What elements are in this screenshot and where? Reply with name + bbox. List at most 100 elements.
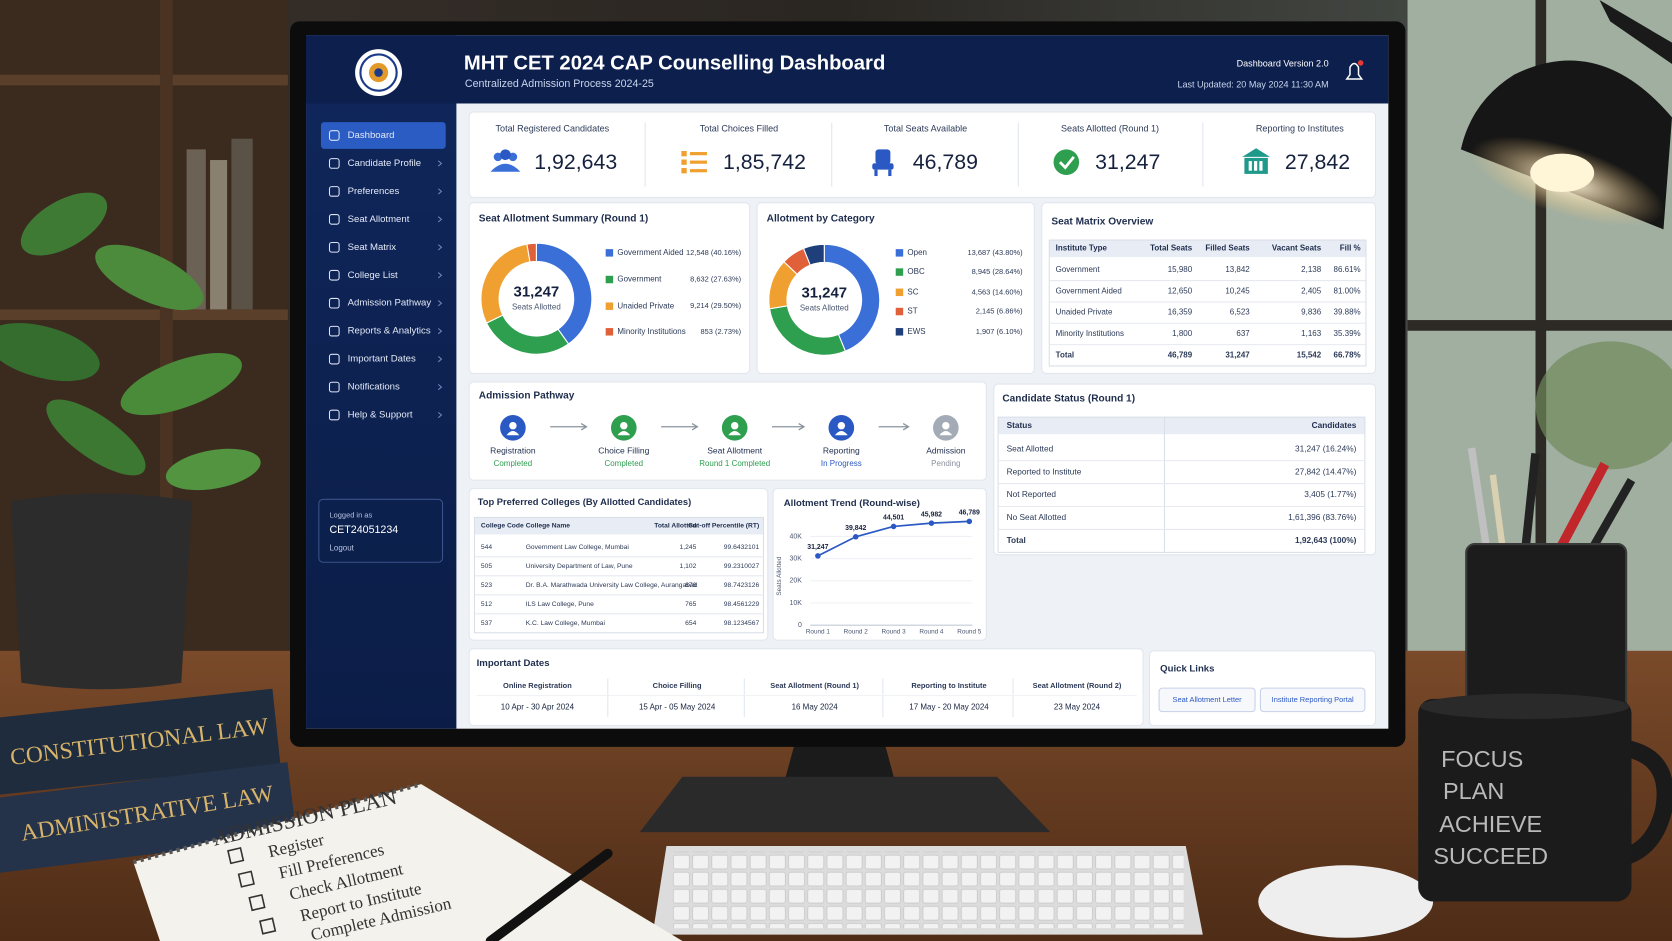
y-tick-label: 40K	[790, 533, 803, 540]
mug-text: SUCCEED	[1433, 843, 1548, 869]
step-label: Reporting	[823, 446, 860, 456]
menu-icon	[328, 269, 340, 281]
step-icon-glyph	[728, 431, 742, 436]
logo-ring	[359, 53, 398, 92]
icon-part	[1242, 148, 1270, 157]
notification-bell[interactable]	[1345, 60, 1364, 80]
value-label: 4,563 (14.60%)	[972, 287, 1023, 296]
table-cell: 13,842	[1225, 265, 1250, 274]
step-icon-glyph	[617, 431, 631, 436]
icon-part	[1259, 161, 1263, 171]
table-cell: 86.61%	[1334, 265, 1361, 274]
link-button	[1158, 687, 1256, 713]
x-tick-label: Round 3	[882, 628, 907, 635]
table-cell: No Seat Allotted	[1007, 512, 1067, 522]
x-tick-label: Round 4	[919, 628, 944, 635]
legend-label: Minority Institutions	[617, 327, 685, 336]
panel	[772, 488, 987, 641]
menu-label: Seat Matrix	[348, 242, 397, 253]
kpi-value: 31,247	[1095, 150, 1160, 174]
menu-icon	[328, 241, 340, 253]
dashboard-screen: MHT CET 2024 CAP Counselling Dashboard Ce…	[306, 35, 1389, 729]
table-cell: Reported to Institute	[1007, 466, 1082, 476]
step-arrow	[661, 423, 699, 431]
value-label: 13,687 (43.80%)	[968, 248, 1024, 257]
table-cell: 46,789	[1168, 350, 1193, 359]
value-label: 2,145 (6.86%)	[976, 307, 1023, 316]
quick-link[interactable]: Institute Reporting Portal	[1259, 687, 1366, 713]
menu-item[interactable]: Admission Pathway	[328, 297, 443, 309]
panel	[468, 648, 1144, 727]
legend-label: Government	[617, 275, 662, 284]
data-label: 39,842	[845, 525, 866, 532]
menu-item[interactable]: Notifications	[328, 382, 443, 393]
notebook: ADMISSION PLAN Register Fill Preferences…	[132, 782, 683, 941]
step-label: Seat Allotment	[707, 446, 763, 456]
menu-icon	[328, 353, 340, 365]
date-value: 23 May 2024	[1054, 702, 1101, 711]
chart-title: Seat Allotment Summary (Round 1)	[479, 213, 648, 224]
checkboxes	[227, 847, 277, 935]
table-cell: 1,245	[680, 544, 697, 551]
y-tick-label: 0	[798, 622, 802, 629]
date-label: Choice Filling	[653, 681, 702, 690]
panel-title: Top Preferred Colleges (By Allotted Cand…	[478, 497, 692, 507]
legend-swatch	[895, 288, 904, 297]
legend-label: OBC	[907, 267, 925, 276]
step-icon-glyph	[506, 431, 520, 436]
table-cell: 3,405 (1.77%)	[1304, 489, 1356, 499]
menu-item[interactable]: Reports & Analytics	[328, 326, 443, 337]
x-tick-label: Round 1	[806, 628, 831, 635]
data-label: 31,247	[807, 544, 828, 551]
menu-item[interactable]: College List	[328, 269, 443, 281]
data-label: 46,789	[959, 510, 980, 517]
icon-part	[689, 152, 707, 156]
table-cell: University Department of Law, Pune	[526, 563, 633, 570]
icon-part	[1053, 149, 1080, 175]
table-cell: 523	[481, 582, 492, 589]
menu-item[interactable]: Dashboard	[320, 122, 446, 149]
kpi-value: 27,842	[1285, 150, 1350, 174]
menu-chevron	[437, 216, 443, 223]
menu-icon	[328, 297, 340, 309]
table-cell: 637	[1236, 329, 1250, 338]
menu-active	[320, 122, 446, 149]
bell-badge	[1357, 60, 1364, 66]
date-label: Seat Allotment (Round 2)	[1033, 681, 1122, 690]
menu-icon	[328, 409, 340, 421]
menu-item[interactable]: Seat Matrix	[328, 241, 443, 253]
logout[interactable]: Logout	[329, 543, 354, 552]
y-axis-title: Seats Allotted	[776, 556, 783, 595]
table-header: Filled Seats	[1205, 244, 1250, 253]
menu-item[interactable]: Important Dates	[328, 353, 443, 365]
legend-label: Government Aided	[617, 248, 683, 257]
table-border	[473, 516, 765, 634]
table-cell: Total	[1056, 350, 1074, 359]
table-cell: 99.6432101	[724, 544, 760, 551]
menu-item[interactable]: Help & Support	[328, 409, 443, 421]
kpi-label: Seats Allotted (Round 1)	[1061, 123, 1159, 133]
kpi-label: Reporting to Institutes	[1256, 123, 1344, 133]
table-border	[1048, 239, 1367, 367]
trend-point	[890, 523, 897, 530]
legend-swatch	[895, 249, 904, 257]
menu-chevron	[437, 356, 443, 363]
quick-link[interactable]: Seat Allotment Letter	[1158, 687, 1256, 713]
table-cell: 31,247	[1225, 350, 1250, 359]
mug-text: PLAN	[1443, 778, 1504, 804]
legend-label: EWS	[907, 327, 925, 336]
date-label: Reporting to Institute	[911, 681, 986, 690]
mug-text: FOCUS	[1441, 746, 1523, 772]
date-label: Seat Allotment (Round 1)	[770, 681, 859, 690]
table-header-bg	[474, 517, 764, 535]
menu-item[interactable]: Candidate Profile	[328, 158, 443, 169]
table-cell: 1,92,643 (100%)	[1295, 535, 1357, 545]
panel-title: Seat Matrix Overview	[1051, 217, 1153, 228]
menu-item[interactable]: Preferences	[328, 186, 443, 197]
menu-item[interactable]: Seat Allotment	[328, 214, 443, 225]
data-label: 44,501	[883, 515, 904, 522]
table-cell: 544	[481, 544, 492, 551]
